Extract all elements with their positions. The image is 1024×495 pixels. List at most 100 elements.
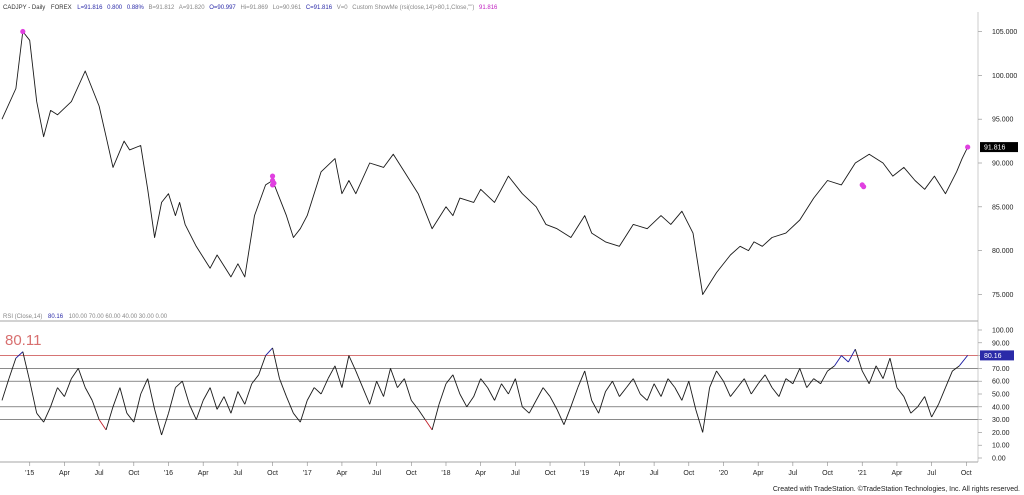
- header-bid: B=91.812: [149, 5, 176, 11]
- rsi-series-segment: [882, 358, 891, 379]
- rsi-series-segment: [348, 355, 357, 372]
- rsi-series-segment: [674, 387, 683, 401]
- header-last: L=91.816: [77, 5, 103, 11]
- rsi-series-segment: [792, 368, 801, 384]
- price-y-tick-label: 80.000: [992, 248, 1014, 255]
- rsi-series-segment: [806, 378, 815, 388]
- rsi-series-segment: [119, 387, 128, 414]
- x-tick-label: Apr: [475, 470, 487, 477]
- rsi-series-segment: [154, 409, 162, 436]
- rsi-series-segment: [251, 374, 260, 385]
- rsi-series-segment: [112, 387, 121, 407]
- price-y-axis: 105.000 100.000 95.000 90.000 85.000 80.000 75…: [978, 29, 1018, 299]
- price-y-tick-label: 105.000: [992, 29, 1017, 36]
- x-tick-label: Oct: [545, 470, 556, 477]
- rsi-series-segment: [77, 368, 86, 388]
- x-tick-label: Apr: [891, 470, 903, 477]
- rsi-header-label: RSI (Close,14): [3, 314, 42, 320]
- rsi-series-segment: [216, 396, 225, 410]
- rsi-series-segment: [57, 387, 65, 397]
- rsi-series-segment: [286, 396, 294, 414]
- rsi-series-segment: [390, 368, 398, 388]
- header-symbol: CADJPY - Daily: [3, 5, 45, 11]
- rsi-series-segment: [362, 387, 371, 405]
- header-close: C=91.816: [306, 5, 333, 11]
- rsi-series-segment: [521, 406, 530, 414]
- rsi-series-segment: [868, 365, 877, 384]
- header-ask: A=91.820: [179, 5, 206, 11]
- rsi-series-segment: [619, 387, 627, 397]
- rsi-series-segment: [861, 370, 870, 384]
- x-tick-label: Jul: [788, 470, 797, 477]
- rsi-threshold-label: 80.11: [5, 332, 41, 349]
- rsi-series-segment: [743, 378, 752, 395]
- rsi-series-segment: [369, 381, 378, 405]
- rsi-series-segment: [723, 381, 731, 397]
- rsi-series-segment: [299, 400, 308, 423]
- rsi-series-segment: [410, 400, 419, 410]
- rsi-series-segment: [195, 400, 204, 420]
- rsi-series-segment: [799, 368, 808, 388]
- rsi-last-badge: [980, 350, 1014, 361]
- x-tick-label: Jul: [233, 470, 242, 477]
- rsi-series-segment: [147, 378, 156, 410]
- showme-marker: [269, 173, 276, 179]
- rsi-series-segment: [591, 400, 600, 414]
- rsi-series-segment: [258, 355, 267, 375]
- rsi-series-segment: [896, 387, 905, 397]
- rsi-series-segment: [71, 368, 79, 379]
- showme-marker: [271, 180, 277, 186]
- rsi-series-segment: [279, 378, 287, 397]
- showme-marker: [20, 28, 26, 35]
- header-change: 0.800: [107, 5, 123, 11]
- header-open: O=90.997: [209, 5, 236, 11]
- rsi-series-segment: [64, 378, 72, 397]
- rsi-y-axis: 100.0090.0080.0070.0060.0050.0040.0030.0…: [978, 328, 1014, 463]
- price-pane: [1, 28, 971, 295]
- rsi-y-tick-label: 90.00: [992, 340, 1010, 347]
- rsi-series-segment: [709, 370, 717, 388]
- rsi-pane: [0, 347, 978, 436]
- rsi-series-segment: [834, 355, 842, 367]
- header-high: Hi=91.869: [240, 5, 268, 11]
- x-tick-label: '16: [164, 470, 173, 477]
- rsi-series-segment: [327, 365, 336, 379]
- rsi-y-tick-label: 10.00: [992, 443, 1010, 450]
- rsi-series-segment: [681, 381, 690, 401]
- rsi-series-segment: [223, 396, 232, 414]
- rsi-series-segment: [272, 347, 280, 379]
- rsi-series-segment: [938, 387, 946, 405]
- rsi-series-segment: [209, 387, 218, 410]
- rsi-series-segment: [473, 378, 482, 397]
- rsi-series-segment: [202, 387, 211, 401]
- rsi-series-segment: [230, 391, 239, 414]
- rsi-series-segment: [355, 370, 364, 388]
- rsi-series-segment: [716, 370, 724, 382]
- price-y-tick-label: 85.000: [992, 204, 1014, 211]
- showme-marker: [965, 144, 971, 150]
- x-tick-label: Apr: [59, 470, 71, 477]
- x-tick-label: Oct: [128, 470, 139, 477]
- rsi-series-segment: [181, 381, 190, 405]
- rsi-series-segment: [403, 378, 412, 401]
- rsi-series-segment: [293, 412, 301, 423]
- rsi-series-segment: [917, 396, 926, 408]
- rsi-series-segment: [1, 378, 10, 401]
- x-tick-label: Apr: [198, 470, 210, 477]
- rsi-last-label: 80.16: [984, 353, 1002, 360]
- rsi-series-segment: [306, 387, 315, 401]
- rsi-series-segment: [931, 404, 939, 418]
- rsi-series-segment: [494, 383, 502, 401]
- rsi-series-segment: [910, 406, 919, 414]
- svg-text:RSI (Close,14) 80.16: RSI (Close,14) 80.16 100.00 70.00 60.00 …: [3, 314, 168, 320]
- rsi-y-tick-label: 0.00: [992, 456, 1006, 463]
- x-tick-label: '17: [303, 470, 312, 477]
- rsi-y-tick-label: 60.00: [992, 379, 1010, 386]
- rsi-series-segment: [750, 383, 759, 395]
- rsi-series-segment: [29, 381, 38, 414]
- rsi-series-segment: [757, 374, 766, 385]
- rsi-series-segment: [341, 355, 350, 388]
- rsi-series-segment: [43, 406, 51, 423]
- rsi-series-segment: [827, 365, 835, 372]
- rsi-series-segment: [778, 378, 787, 397]
